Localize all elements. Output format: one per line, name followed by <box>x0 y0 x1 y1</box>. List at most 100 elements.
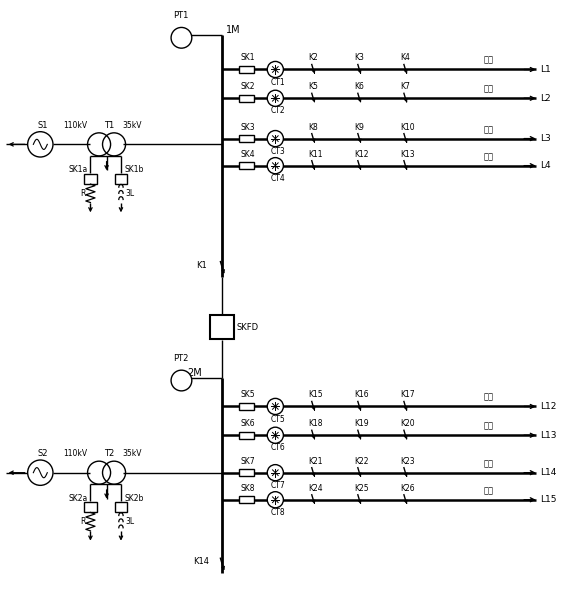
Text: PT2: PT2 <box>173 354 188 363</box>
Circle shape <box>267 61 283 78</box>
Text: K21: K21 <box>308 457 323 466</box>
Bar <box>239 403 253 410</box>
Bar <box>239 469 253 476</box>
Bar <box>239 162 253 169</box>
Text: L12: L12 <box>540 402 556 411</box>
Text: SK5: SK5 <box>241 390 255 399</box>
Text: K5: K5 <box>308 82 318 91</box>
Text: SKFD: SKFD <box>237 323 259 331</box>
Text: SK8: SK8 <box>241 484 255 493</box>
Circle shape <box>267 157 283 173</box>
Text: CT8: CT8 <box>271 508 285 517</box>
Circle shape <box>267 90 283 106</box>
Bar <box>239 135 253 142</box>
Text: K13: K13 <box>400 150 415 159</box>
Text: K3: K3 <box>354 53 364 62</box>
Text: SK2a: SK2a <box>69 494 88 503</box>
Text: T2: T2 <box>104 449 114 458</box>
Text: 110kV: 110kV <box>63 121 88 130</box>
Text: R: R <box>80 517 85 526</box>
Text: 35kV: 35kV <box>123 449 142 458</box>
Text: K14: K14 <box>193 557 209 567</box>
Text: 负载: 负载 <box>484 393 494 402</box>
Bar <box>115 173 127 184</box>
Circle shape <box>28 132 53 157</box>
Circle shape <box>267 492 283 508</box>
Circle shape <box>267 465 283 481</box>
Text: SK6: SK6 <box>241 419 255 428</box>
Text: SK1: SK1 <box>241 53 255 62</box>
Text: CT7: CT7 <box>271 481 286 490</box>
Text: SK2: SK2 <box>241 82 255 91</box>
Text: K8: K8 <box>308 122 318 132</box>
Text: K16: K16 <box>354 390 369 399</box>
Text: K23: K23 <box>400 457 415 466</box>
Text: K25: K25 <box>354 484 369 493</box>
Text: L14: L14 <box>540 468 556 477</box>
Bar <box>84 502 97 513</box>
Text: L15: L15 <box>540 495 557 504</box>
Text: S2: S2 <box>37 449 48 458</box>
Bar <box>239 432 253 439</box>
Text: K24: K24 <box>308 484 323 493</box>
Text: SK1a: SK1a <box>69 165 88 174</box>
Text: SK3: SK3 <box>241 122 255 132</box>
Text: S1: S1 <box>37 121 48 130</box>
Text: K10: K10 <box>400 122 415 132</box>
Text: 35kV: 35kV <box>123 121 142 130</box>
Text: 负载: 负载 <box>484 125 494 134</box>
Text: 负载: 负载 <box>484 56 494 65</box>
Text: K22: K22 <box>354 457 369 466</box>
Bar <box>239 95 253 102</box>
Circle shape <box>267 427 283 443</box>
Text: 110kV: 110kV <box>63 449 88 458</box>
Bar <box>239 497 253 503</box>
Text: CT4: CT4 <box>271 174 286 183</box>
Text: SK2b: SK2b <box>125 494 145 503</box>
Text: K15: K15 <box>308 390 323 399</box>
Text: 3L: 3L <box>126 517 135 526</box>
Text: K7: K7 <box>400 82 410 91</box>
Text: SK7: SK7 <box>241 457 255 466</box>
Text: K17: K17 <box>400 390 415 399</box>
Text: K18: K18 <box>308 419 323 428</box>
Circle shape <box>267 399 283 415</box>
Text: K19: K19 <box>354 419 369 428</box>
Text: K4: K4 <box>400 53 410 62</box>
Text: R: R <box>80 189 85 198</box>
Text: L2: L2 <box>540 94 551 103</box>
Text: L3: L3 <box>540 134 551 143</box>
Circle shape <box>171 370 192 391</box>
Text: SK4: SK4 <box>241 150 255 159</box>
Text: CT3: CT3 <box>271 147 286 156</box>
Circle shape <box>171 27 192 48</box>
Text: L4: L4 <box>540 161 551 170</box>
Text: 负载: 负载 <box>484 84 494 94</box>
Text: SK1b: SK1b <box>125 165 145 174</box>
Text: K26: K26 <box>400 484 415 493</box>
Text: 负载: 负载 <box>484 422 494 431</box>
Text: CT6: CT6 <box>271 443 286 453</box>
Circle shape <box>267 131 283 147</box>
Bar <box>115 502 127 513</box>
Text: CT2: CT2 <box>271 106 285 115</box>
Bar <box>84 173 97 184</box>
Text: 负载: 负载 <box>484 459 494 468</box>
Text: 负载: 负载 <box>484 152 494 161</box>
Text: PT1: PT1 <box>173 11 188 20</box>
Text: 1M: 1M <box>226 26 241 35</box>
Text: CT1: CT1 <box>271 78 285 87</box>
Text: K12: K12 <box>354 150 369 159</box>
Bar <box>239 66 253 73</box>
Text: K6: K6 <box>354 82 364 91</box>
Text: K20: K20 <box>400 419 415 428</box>
Bar <box>210 315 234 339</box>
Text: K9: K9 <box>354 122 364 132</box>
Text: 2M: 2M <box>187 368 202 378</box>
Text: 负载: 负载 <box>484 486 494 495</box>
Text: T1: T1 <box>104 121 114 130</box>
Text: K11: K11 <box>308 150 323 159</box>
Text: L13: L13 <box>540 431 557 440</box>
Circle shape <box>28 460 53 485</box>
Text: K1: K1 <box>196 261 207 270</box>
